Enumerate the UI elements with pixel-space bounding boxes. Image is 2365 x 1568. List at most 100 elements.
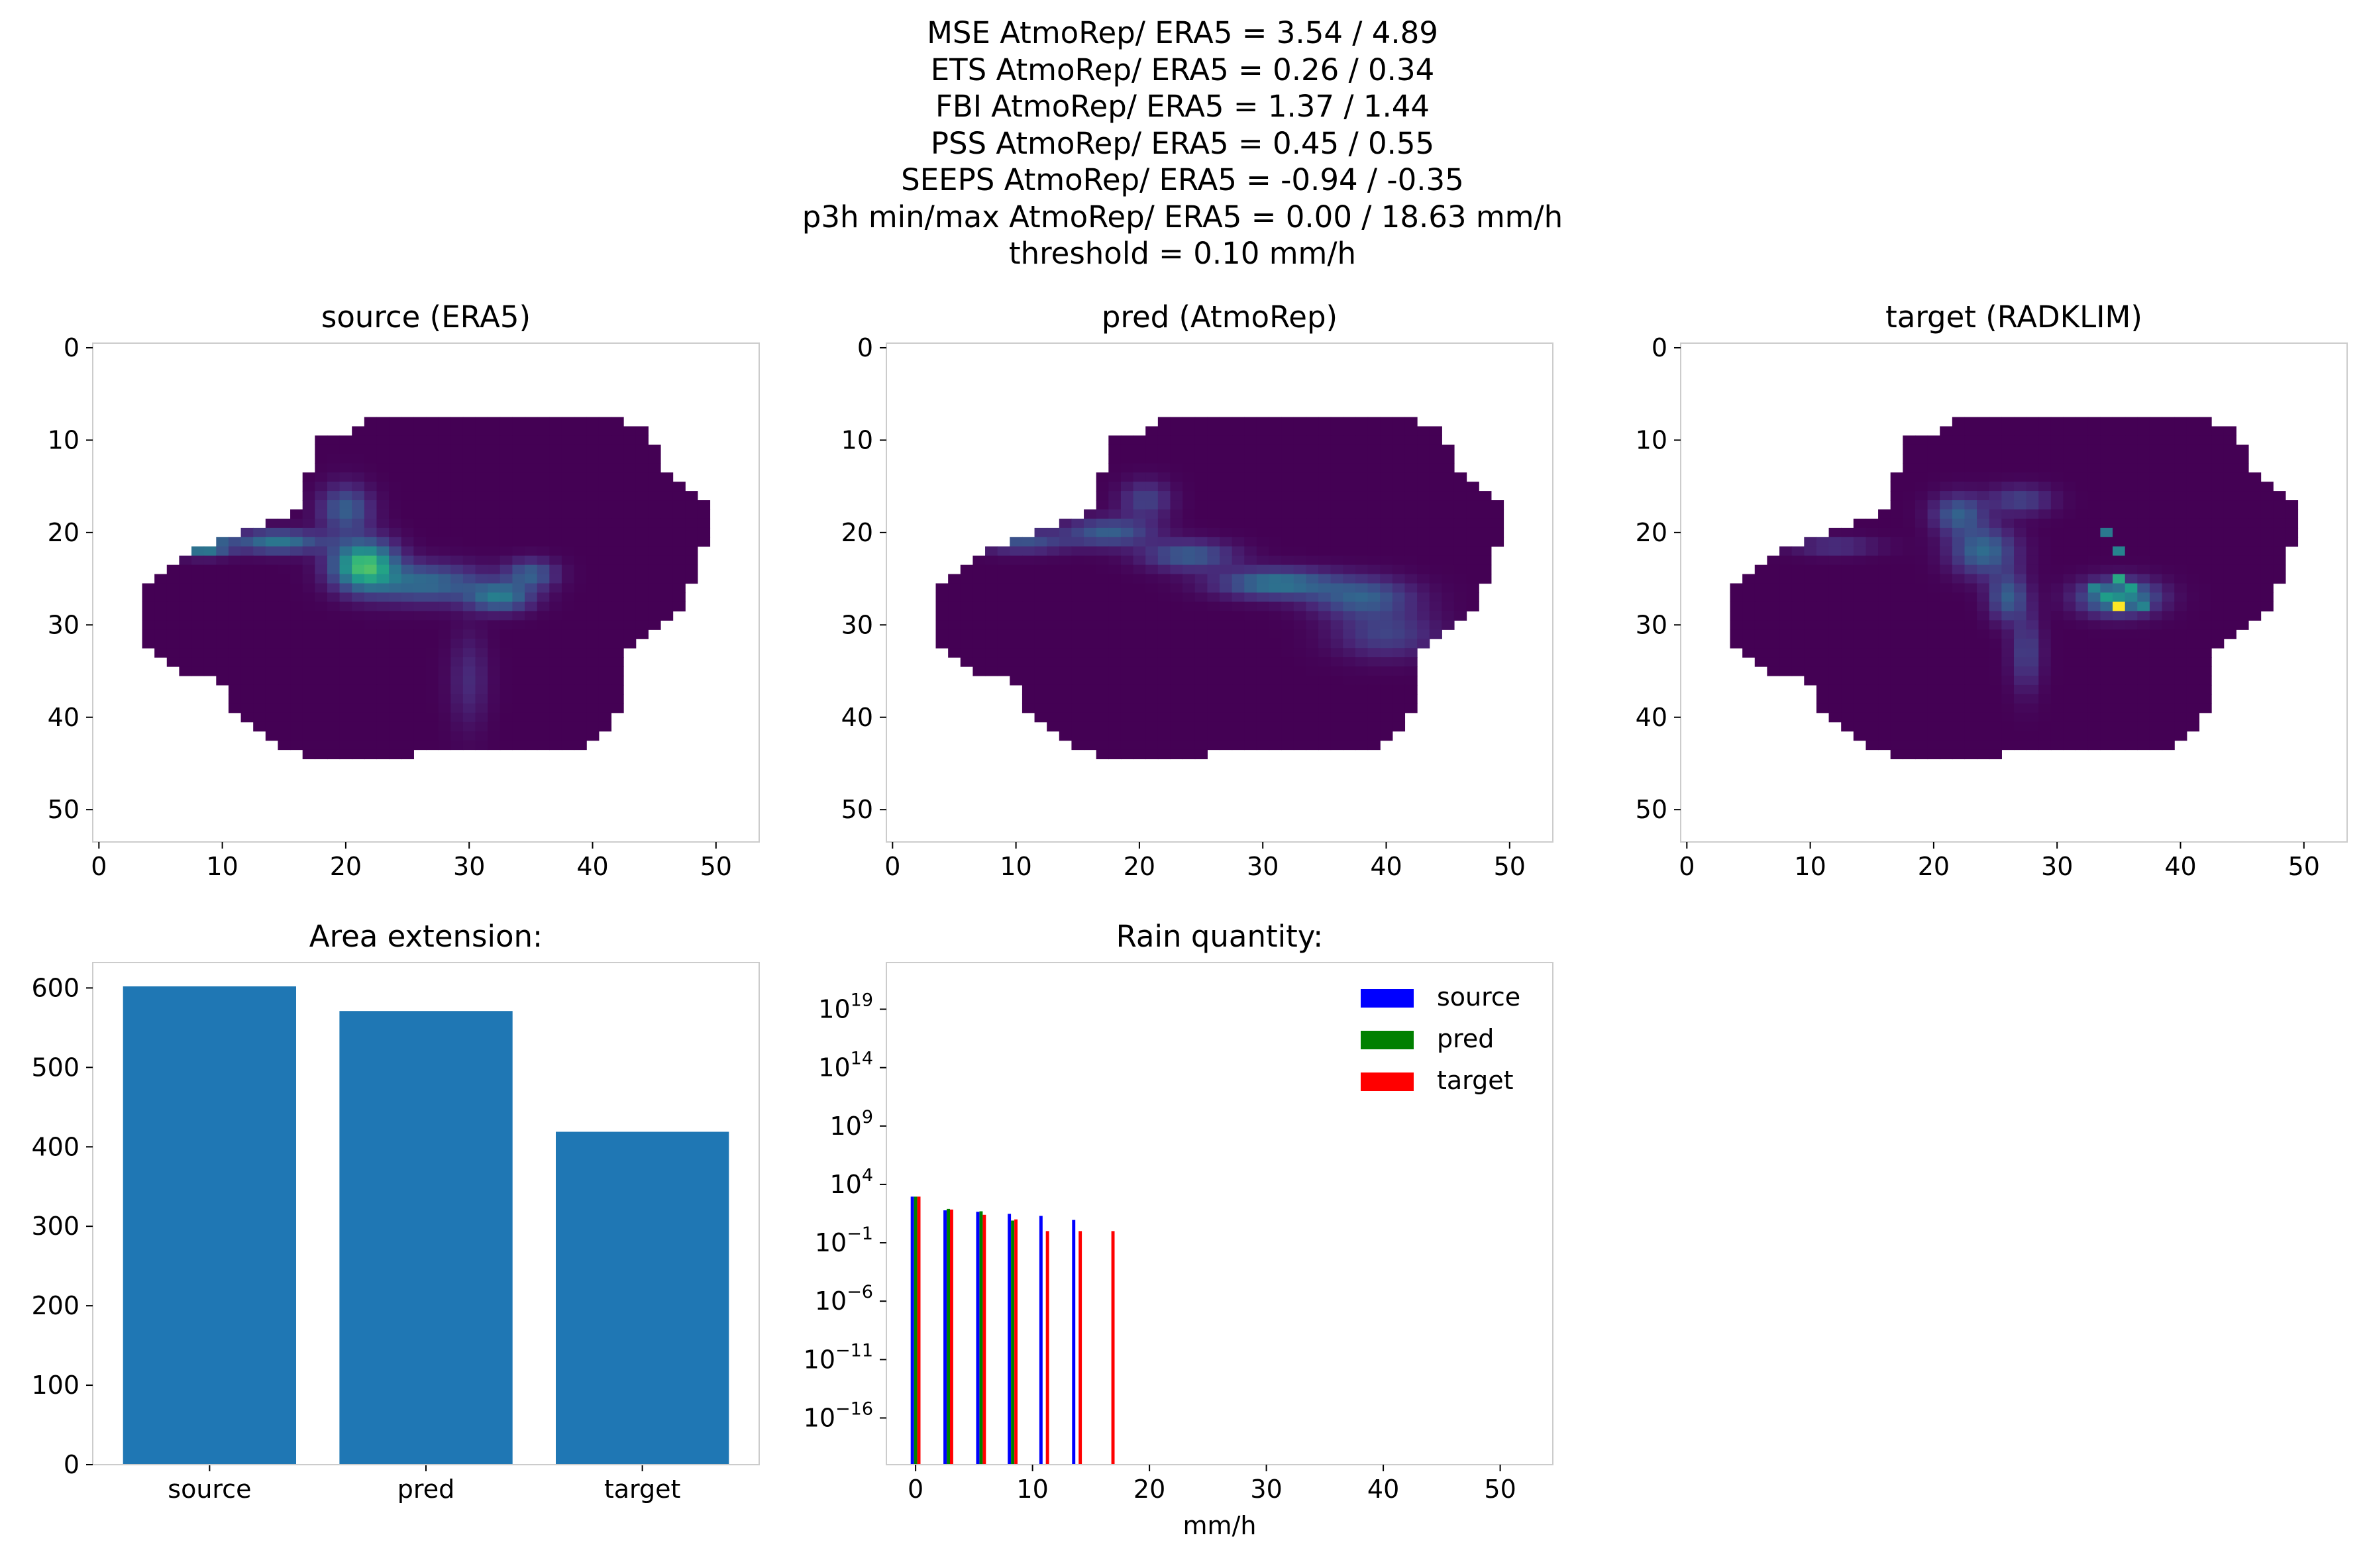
heatmap-cell: [2087, 537, 2101, 547]
heatmap-cell: [1244, 555, 1257, 566]
heatmap-cell: [499, 574, 513, 584]
heatmap-cell: [2113, 703, 2126, 713]
heatmap-cell: [179, 629, 192, 639]
heatmap-cell: [1367, 721, 1381, 732]
heatmap-cell: [364, 740, 378, 751]
heatmap-cell: [1244, 666, 1257, 676]
heatmap-cell: [1281, 592, 1294, 603]
heatmap-cell: [1220, 574, 1233, 584]
heatmap-cell: [1367, 629, 1381, 639]
heatmap-cell: [537, 482, 550, 492]
heatmap-cell: [1927, 712, 1940, 723]
heatmap-cell: [389, 574, 402, 584]
heatmap-cell: [450, 740, 464, 751]
heatmap-cell: [1940, 454, 1953, 464]
heatmap-cell: [1343, 703, 1356, 713]
heatmap-cell: [216, 555, 229, 566]
heatmap-cell: [499, 472, 513, 482]
heatmap-cell: [438, 592, 451, 603]
heatmap-cell: [2050, 546, 2064, 556]
heatmap-cell: [598, 491, 612, 501]
heatmap-cell: [499, 740, 513, 751]
heatmap-cell: [253, 537, 266, 547]
heatmap-cell: [574, 518, 587, 529]
heatmap-cell: [1828, 537, 1842, 547]
heatmap-cell: [1866, 537, 1879, 547]
heatmap-cell: [1453, 537, 1467, 547]
heatmap-cell: [499, 601, 513, 611]
heatmap-cell: [2076, 684, 2089, 695]
heatmap-cell: [1281, 721, 1294, 732]
heatmap-cell: [315, 564, 328, 575]
heatmap-cell: [1182, 583, 1196, 594]
heatmap-cell: [1232, 721, 1245, 732]
heatmap-cell: [1269, 721, 1282, 732]
heatmap-cell: [327, 740, 341, 751]
heatmap-cell: [1269, 482, 1282, 492]
heatmap-cell: [2174, 703, 2187, 713]
heatmap-cell: [253, 629, 266, 639]
heatmap-cell: [672, 583, 686, 594]
heatmap-cell: [2026, 426, 2039, 437]
heatmap-cell: [586, 666, 600, 676]
heatmap-cell: [401, 684, 414, 695]
heatmap-cell: [401, 555, 414, 566]
heatmap-cell: [1804, 657, 1817, 667]
heatmap-cell: [475, 564, 488, 575]
heatmap-cell: [364, 592, 378, 603]
heatmap-cell: [339, 648, 352, 658]
heatmap-cell: [1878, 657, 1891, 667]
heatmap-cell: [1890, 482, 1903, 492]
heatmap-cell: [2174, 444, 2187, 454]
heatmap-cell: [1194, 574, 1208, 584]
heatmap-cell: [1244, 463, 1257, 473]
heatmap-cell: [315, 527, 328, 538]
heatmap-cell: [1145, 629, 1159, 639]
heatmap-cell: [1145, 676, 1159, 686]
heatmap-cell: [972, 574, 986, 584]
heatmap-cell: [1194, 491, 1208, 501]
heatmap-cell: [1120, 740, 1134, 751]
heatmap-cell: [1120, 666, 1134, 676]
heatmap-cell: [574, 417, 587, 427]
heatmap-cell: [1343, 564, 1356, 575]
heatmap-cell: [2100, 463, 2113, 473]
heatmap-cell: [2001, 583, 2015, 594]
heatmap-cell: [339, 629, 352, 639]
heatmap-cell: [426, 648, 439, 658]
heatmap-cell: [2087, 463, 2101, 473]
heatmap-cell: [450, 684, 464, 695]
heatmap-cell: [1767, 666, 1780, 676]
heatmap-cell: [2001, 740, 2015, 751]
heatmap-cell: [1220, 537, 1233, 547]
heatmap-cell: [315, 629, 328, 639]
heatmap-cell: [1816, 620, 1830, 630]
heatmap-cell: [1170, 435, 1183, 445]
heatmap-cell: [611, 694, 624, 704]
heatmap-cell: [1170, 444, 1183, 454]
heatmap-cell: [364, 694, 378, 704]
heatmap-cell: [2038, 500, 2052, 510]
heatmap-cell: [1392, 491, 1406, 501]
heatmap-cell: [1989, 712, 2002, 723]
heatmap-cell: [2285, 537, 2299, 547]
heatmap-cell: [2038, 564, 2052, 575]
heatmap-cell: [1791, 629, 1805, 639]
heatmap-cell: [488, 463, 501, 473]
heatmap-cell: [376, 454, 390, 464]
heatmap-cell: [364, 583, 378, 594]
heatmap-cell: [1194, 426, 1208, 437]
heatmap-cell: [972, 555, 986, 566]
heatmap-cell: [1318, 731, 1332, 741]
heatmap-cell: [450, 703, 464, 713]
heatmap-cell: [1466, 509, 1479, 519]
heatmap-cell: [438, 417, 451, 427]
heatmap-cell: [1084, 601, 1097, 611]
heatmap-cell: [1022, 620, 1035, 630]
heatmap-cell: [1903, 537, 1916, 547]
heatmap-cell: [1343, 463, 1356, 473]
heatmap-cell: [1404, 676, 1418, 686]
heatmap-cell: [2162, 564, 2175, 575]
heatmap-cell: [561, 417, 575, 427]
